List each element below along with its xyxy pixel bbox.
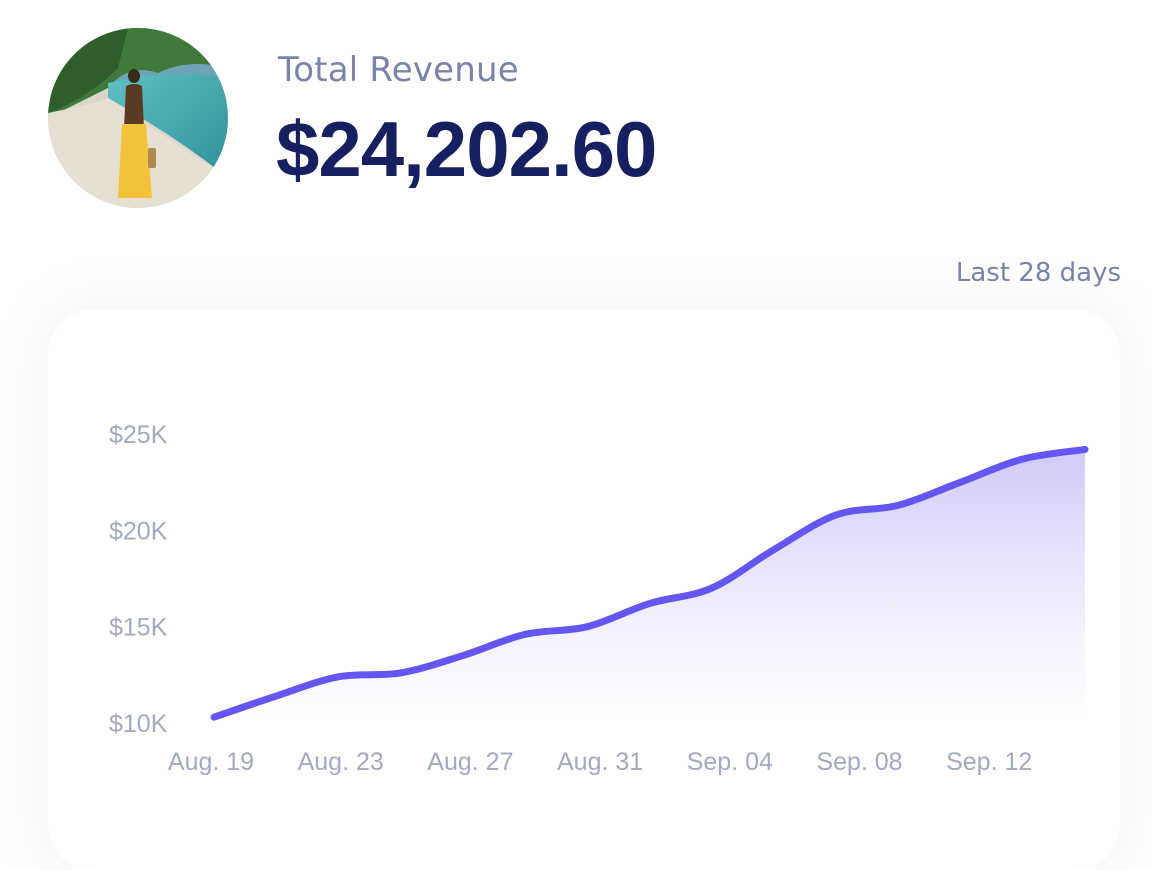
y-tick-label: $25K [109, 421, 168, 449]
x-tick-label: Aug. 27 [427, 748, 513, 776]
chart-card: $25K $20K $15K $10K Aug. 19 Aug. 23 Aug. 27 Aug… [48, 310, 1120, 870]
data-point[interactable] [335, 674, 341, 680]
data-point[interactable] [647, 601, 653, 607]
revenue-area-fill [214, 449, 1085, 723]
data-point[interactable] [833, 512, 839, 518]
x-tick-label: Aug. 23 [298, 748, 384, 776]
x-tick-label: Sep. 12 [946, 748, 1032, 776]
data-point[interactable] [1020, 456, 1026, 462]
data-point[interactable] [709, 585, 715, 591]
y-tick-label: $15K [109, 614, 168, 642]
data-point[interactable] [211, 714, 217, 720]
revenue-value: $24,202.60 [276, 105, 657, 193]
revenue-label: Total Revenue [278, 50, 519, 90]
data-point[interactable] [460, 653, 466, 659]
revenue-series-line [210, 445, 1089, 721]
x-tick-label: Sep. 04 [687, 748, 773, 776]
data-point[interactable] [958, 479, 964, 485]
data-point[interactable] [398, 670, 404, 676]
data-point[interactable] [771, 547, 777, 553]
beach-photo [48, 28, 228, 208]
x-tick-label: Aug. 31 [557, 748, 643, 776]
x-tick-label: Aug. 19 [168, 748, 254, 776]
data-point[interactable] [273, 693, 279, 699]
date-range-label[interactable]: Last 28 days [955, 258, 1121, 288]
x-tick-label: Sep. 08 [816, 748, 902, 776]
y-tick-label: $20K [109, 517, 168, 545]
data-point[interactable] [895, 502, 901, 508]
data-point[interactable] [584, 624, 590, 630]
y-tick-label: $10K [109, 710, 168, 738]
avatar [48, 28, 228, 208]
data-point[interactable] [522, 631, 528, 637]
data-point[interactable] [1082, 446, 1088, 452]
